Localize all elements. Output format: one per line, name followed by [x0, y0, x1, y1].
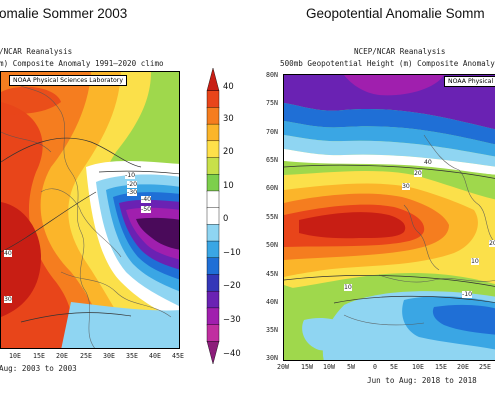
colorbar-segment [206, 257, 220, 276]
right-anomaly-field [284, 75, 495, 360]
colorbar-segment [206, 341, 220, 364]
left-contour-label: -40 [141, 196, 152, 203]
lat-tick: 80N [266, 71, 278, 79]
left-contour-label: -30 [127, 189, 138, 196]
colorbar-segment [206, 324, 220, 342]
right-lon-axis: 20W 15W 10W 5W 0 5E 10E 15E 20E 25E [276, 363, 495, 373]
lat-tick: 45N [266, 270, 278, 278]
colorbar-tick: 30 [223, 113, 234, 123]
left-anomaly-field [1, 72, 179, 348]
lon-tick: 20W [277, 363, 289, 371]
colorbar-segment [206, 274, 220, 292]
left-contour-label: -20 [127, 181, 138, 188]
lat-tick: 50N [266, 241, 278, 249]
lat-tick: 55N [266, 213, 278, 221]
left-period-label: Aug: 2003 to 2003 [0, 364, 77, 373]
right-period-label: Jun to Aug: 2018 to 2018 [367, 376, 477, 385]
right-map-title: Geopotential Anomalie Somm [306, 6, 485, 21]
right-contour-label: 10 [344, 284, 352, 291]
colorbar-segment [206, 224, 220, 242]
colorbar-segment [206, 290, 220, 309]
right-lat-axis: 80N 75N 70N 65N 60N 55N 50N 45N 40N 35N … [266, 71, 286, 362]
lat-tick: 40N [266, 298, 278, 306]
colorbar-segment [206, 123, 220, 142]
right-contour-label: -10 [462, 291, 473, 298]
colorbar-segment [206, 207, 220, 226]
colorbar-tick: 20 [223, 146, 234, 156]
colorbar-segment [206, 107, 220, 125]
lon-tick: 5W [347, 363, 355, 371]
lon-tick: 10W [323, 363, 335, 371]
lat-tick: 60N [266, 184, 278, 192]
right-source-label: NCEP/NCAR Reanalysis [354, 47, 446, 56]
left-lon-axis: 10E 15E 20E 25E 30E 35E 40E 45E [0, 352, 190, 362]
lon-tick: 10E [9, 352, 21, 360]
right-lab-badge: NOAA Physical [444, 76, 495, 87]
colorbar-tick: −30 [223, 314, 241, 324]
lat-tick: 35N [266, 326, 278, 334]
left-anomaly-map: NOAA Physical Sciences Laboratory -10 -2… [0, 71, 180, 349]
lon-tick: 45E [172, 352, 184, 360]
colorbar-tick: 0 [223, 213, 229, 223]
lat-tick: 75N [266, 99, 278, 107]
colorbar-tick: −40 [223, 348, 241, 358]
colorbar-segment [206, 68, 220, 91]
left-contour-label: 40 [4, 250, 12, 257]
lat-tick: 30N [266, 354, 278, 362]
lon-tick: 30E [103, 352, 115, 360]
lon-tick: 25E [479, 363, 491, 371]
left-lab-badge: NOAA Physical Sciences Laboratory [9, 75, 128, 86]
colorbar-segment [206, 307, 220, 326]
colorbar-segment [206, 190, 220, 209]
colorbar: 40 30 20 10 0 −10 −20 −30 −40 [205, 68, 245, 364]
colorbar-segment [206, 157, 220, 175]
right-contour-label: 10 [471, 258, 479, 265]
right-contour-label: 20 [414, 170, 422, 177]
colorbar-segment [206, 140, 220, 159]
colorbar-segment [206, 90, 220, 109]
colorbar-tick: −20 [223, 280, 241, 290]
lon-tick: 0 [373, 363, 377, 371]
right-map-subtitle: 500mb Geopotential Height (m) Composite … [280, 59, 495, 68]
lon-tick: 15E [435, 363, 447, 371]
lon-tick: 20E [457, 363, 469, 371]
colorbar-segment [206, 174, 220, 192]
left-contour-label: -10 [125, 172, 136, 179]
right-anomaly-map: NOAA Physical 40 20 30 10 -10 20 10 [283, 74, 495, 361]
colorbar-segment [206, 240, 220, 259]
left-map-subtitle: m) Composite Anomaly 1991–2020 climo [0, 59, 164, 68]
right-contour-label: 40 [424, 159, 432, 166]
right-contour-label: 30 [402, 183, 410, 190]
colorbar-tick: 10 [223, 180, 234, 190]
right-contour-label: 20 [489, 240, 495, 247]
lon-tick: 40E [149, 352, 161, 360]
lat-tick: 70N [266, 128, 278, 136]
left-contour-label: -50 [141, 206, 152, 213]
left-contour-label: 30 [4, 296, 12, 303]
lon-tick: 10E [412, 363, 424, 371]
lon-tick: 35E [126, 352, 138, 360]
lon-tick: 15W [301, 363, 313, 371]
lon-tick: 20E [56, 352, 68, 360]
colorbar-tick: −10 [223, 247, 241, 257]
left-map-title: omalie Sommer 2003 [0, 6, 128, 21]
colorbar-tick: 40 [223, 81, 234, 91]
lon-tick: 25E [80, 352, 92, 360]
colorbar-strip [206, 68, 220, 364]
left-source-label: /NCAR Reanalysis [0, 47, 73, 56]
lon-tick: 15E [33, 352, 45, 360]
lat-tick: 65N [266, 156, 278, 164]
lon-tick: 5E [390, 363, 398, 371]
